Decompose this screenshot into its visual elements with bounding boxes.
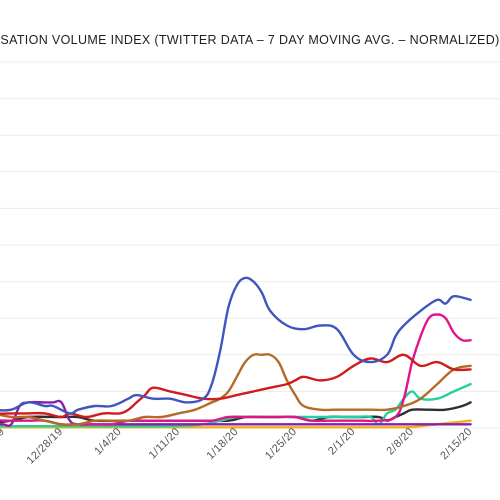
series-lines	[0, 276, 472, 429]
gridlines	[0, 61, 500, 429]
x-tick-label: 2/15/20	[438, 426, 474, 462]
x-tick-label: 1/25/20	[263, 426, 299, 462]
x-tick-label: 2/1/20	[326, 426, 358, 458]
x-tick-label: 2/8/20	[384, 426, 416, 458]
series-line	[0, 353, 472, 427]
x-tick-label: 1/11/20	[147, 426, 183, 462]
x-tick-label: 1/4/20	[92, 426, 124, 458]
x-tick-label: 1/18/20	[204, 426, 240, 462]
series-line	[0, 276, 472, 415]
x-axis-tick-labels: 12/21/19 12/28/19 1/4/20 1/11/20 1/18/20 1/25…	[0, 426, 475, 467]
x-tick-label: 12/28/19	[24, 426, 65, 467]
x-tick-label: 12/21/19	[0, 426, 7, 467]
series-line	[0, 399, 472, 427]
chart-title: RSATION VOLUME INDEX (TWITTER DATA – 7 D…	[0, 33, 500, 47]
